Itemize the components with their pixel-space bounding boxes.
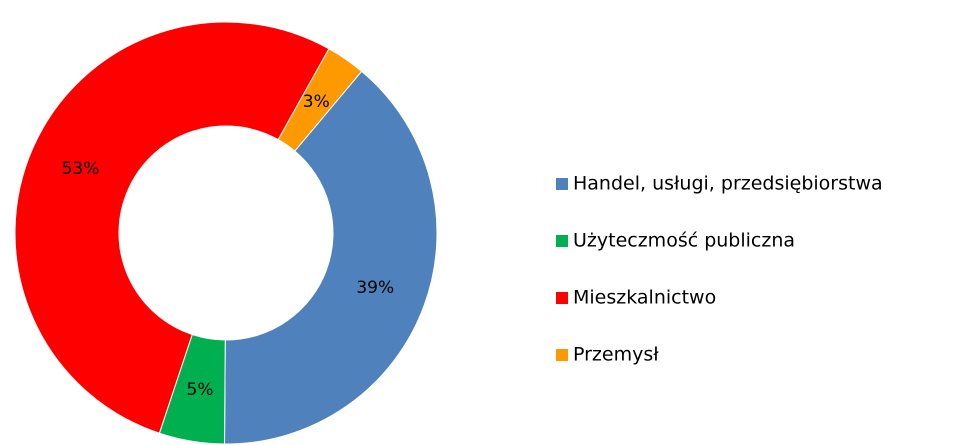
legend-label: Mieszkalnictwo (573, 287, 716, 309)
donut-slice (14, 21, 330, 434)
donut-slice (277, 48, 363, 152)
legend-swatch (556, 178, 568, 190)
data-label: 5% (187, 380, 214, 400)
data-label: 39% (356, 278, 394, 298)
legend-label: Handel, usługi, przedsiębiorstwa (573, 173, 883, 195)
data-label: 3% (303, 92, 330, 112)
legend-swatch (556, 235, 568, 247)
donut-slice (224, 70, 438, 445)
legend-swatch (556, 292, 568, 304)
data-label: 53% (62, 159, 100, 179)
legend-label: Przemysł (573, 344, 659, 366)
legend-swatch (556, 349, 568, 361)
legend-label: Użyteczmość publiczna (573, 230, 795, 252)
